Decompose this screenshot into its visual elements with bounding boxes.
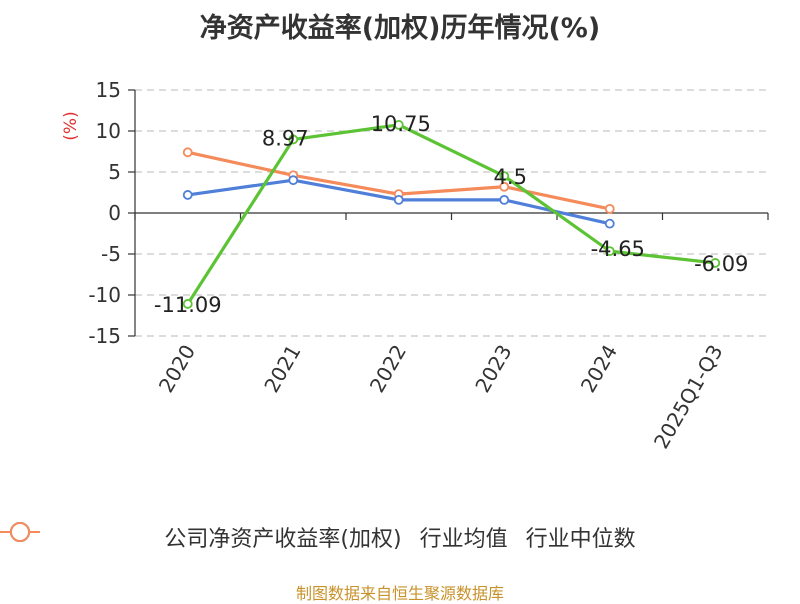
data-point-company-roe-2024 [604,246,615,257]
x-tick-label-2023: 2023 [470,341,516,397]
data-point-company-roe-2025q1-q3 [710,258,721,268]
y-tick-label--15: -15 [88,324,121,348]
data-point-company-roe-2023 [499,171,510,182]
line-chart: 15 10 5 0 -5 -10 -15 (%) 2020 2021 2022 2023 2024 202… [61,78,769,453]
x-tick-label-2020: 2020 [154,341,200,397]
data-point-industry-mean-2023 [499,194,510,205]
legend-label-industry-mean: 行业均值 [419,527,508,552]
chart-legend: 公司净资产收益率(加权) 行业均值 行业中位数 [0,520,800,554]
data-point-company-roe-2022 [393,119,404,130]
data-point-company-roe-2021 [288,134,299,145]
x-tick-label-2021: 2021 [259,341,305,397]
y-tick-label--5: -5 [101,242,121,266]
legend-item-industry-median[interactable]: 行业中位数 [0,521,636,553]
y-tick-label-0: 0 [108,201,121,225]
data-point-industry-median-2023 [499,181,510,192]
data-point-industry-mean-2022 [393,194,404,205]
data-point-industry-median-2024 [604,203,615,214]
legend-swatch-industry-median [0,522,40,542]
data-label-company-roe-2023: 4.5 [494,165,527,189]
y-tick-label-15: 15 [96,78,121,102]
legend-label-industry-median: 行业中位数 [525,527,636,552]
data-point-industry-median-2020 [182,147,193,158]
data-label-company-roe-2022: 10.75 [371,112,431,136]
y-tick-label--10: -10 [88,283,121,307]
data-source-note: 制图数据来自恒生聚源数据库 [295,584,504,603]
series-line-company-roe [186,123,716,305]
data-point-industry-mean-2024 [604,218,615,229]
y-tick-label-10: 10 [96,119,121,143]
chart-title: 净资产收益率(加权)历年情况(%) [199,13,601,44]
legend-label-company-roe: 公司净资产收益率(加权) [164,527,402,552]
x-tick-label-2022: 2022 [365,341,411,397]
data-point-company-roe-2020 [182,299,193,309]
legend-item-industry-mean[interactable]: 行业均值 [0,521,508,553]
data-point-industry-mean-2020 [182,190,193,200]
x-tick-label-2025q1-q3: 2025Q1-Q3 [649,341,728,453]
data-point-industry-mean-2021 [288,175,299,186]
x-tick-label-2024: 2024 [576,341,622,397]
y-tick-label-5: 5 [108,160,121,184]
data-label-company-roe-2021: 8.97 [262,126,309,150]
data-label-company-roe-2025q1-q3: -6.09 [694,252,748,276]
data-label-company-roe-2024: -4.65 [591,237,645,261]
legend-item-company-roe[interactable]: 公司净资产收益率(加权) [0,521,402,553]
y-axis-unit-label: (%) [61,111,81,140]
data-label-company-roe-2020: -11.09 [154,293,222,317]
